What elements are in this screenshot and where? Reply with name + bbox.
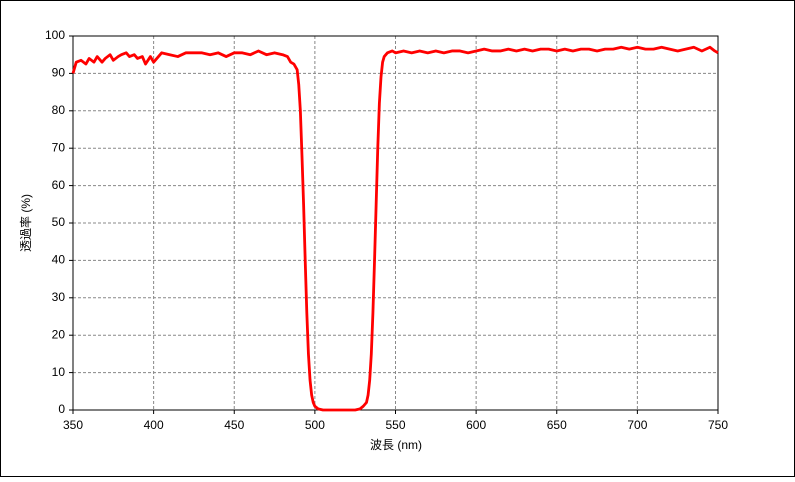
x-tick-label: 600 — [466, 418, 486, 432]
y-axis-label: 透過率 (%) — [18, 194, 33, 252]
y-tick-label: 40 — [52, 253, 66, 267]
y-tick-label: 50 — [52, 215, 66, 229]
x-tick-label: 650 — [547, 418, 567, 432]
x-tick-label: 750 — [708, 418, 728, 432]
y-tick-label: 70 — [52, 140, 66, 154]
y-tick-label: 0 — [58, 402, 65, 416]
y-tick-label: 20 — [52, 327, 66, 341]
x-axis-label: 波長 (nm) — [370, 438, 422, 452]
x-tick-label: 500 — [305, 418, 325, 432]
data-line — [71, 45, 719, 412]
x-tick-label: 550 — [385, 418, 405, 432]
y-tick-label: 10 — [52, 365, 66, 379]
plot-border — [72, 35, 719, 411]
x-tick-label: 700 — [627, 418, 647, 432]
x-tick-label: 450 — [224, 418, 244, 432]
y-tick-label: 30 — [52, 290, 66, 304]
x-tick-label: 400 — [144, 418, 164, 432]
y-tick-label: 100 — [45, 28, 65, 42]
y-tick-label: 80 — [52, 103, 66, 117]
y-tick-label: 90 — [52, 66, 66, 80]
y-tick-label: 60 — [52, 178, 66, 192]
x-tick-label: 350 — [63, 418, 83, 432]
